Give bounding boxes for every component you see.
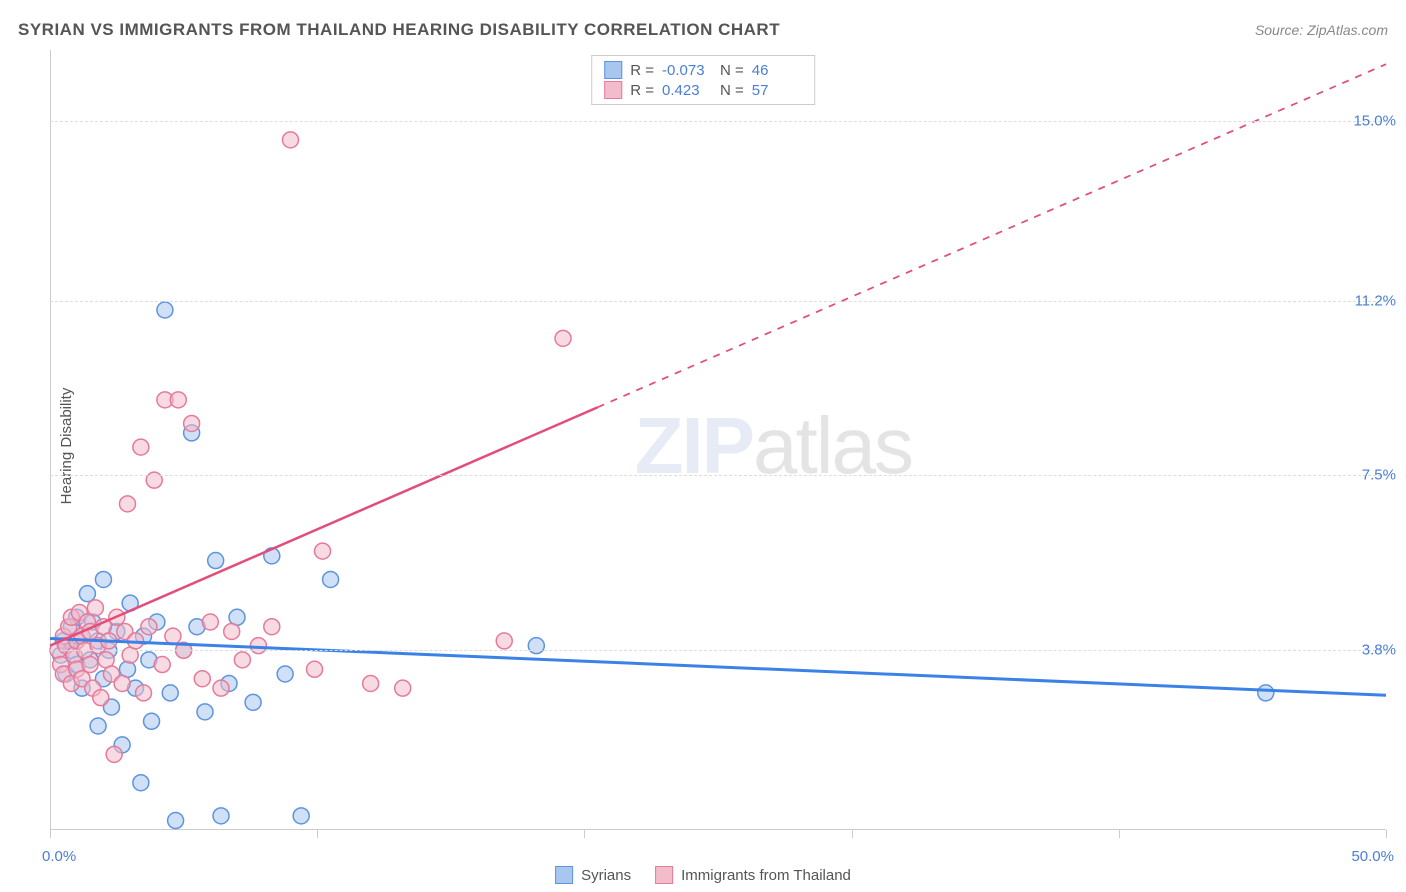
data-point bbox=[1258, 685, 1274, 701]
x-tick bbox=[584, 830, 585, 838]
data-point bbox=[293, 808, 309, 824]
data-point bbox=[555, 330, 571, 346]
data-point bbox=[194, 671, 210, 687]
data-point bbox=[141, 619, 157, 635]
data-point bbox=[133, 439, 149, 455]
data-point bbox=[363, 675, 379, 691]
gridline bbox=[50, 650, 1386, 651]
legend-swatch bbox=[604, 61, 622, 79]
legend-n-value: 46 bbox=[752, 62, 802, 79]
gridline bbox=[50, 475, 1386, 476]
data-point bbox=[208, 553, 224, 569]
trend-line-dashed bbox=[598, 64, 1386, 407]
data-point bbox=[93, 690, 109, 706]
y-tick-label: 11.2% bbox=[1355, 292, 1396, 309]
data-point bbox=[307, 661, 323, 677]
data-point bbox=[79, 586, 95, 602]
trend-line-solid bbox=[50, 407, 598, 645]
trend-line bbox=[50, 639, 1386, 696]
chart-title: SYRIAN VS IMMIGRANTS FROM THAILAND HEARI… bbox=[18, 20, 780, 40]
legend-swatch bbox=[604, 81, 622, 99]
data-point bbox=[315, 543, 331, 559]
correlation-legend: R = -0.073 N = 46 R = 0.423 N = 57 bbox=[591, 55, 815, 105]
y-tick-label: 7.5% bbox=[1362, 467, 1396, 484]
correlation-legend-row: R = -0.073 N = 46 bbox=[604, 60, 802, 80]
data-point bbox=[197, 704, 213, 720]
data-point bbox=[114, 675, 130, 691]
data-point bbox=[119, 496, 135, 512]
x-tick bbox=[1119, 830, 1120, 838]
y-tick-label: 15.0% bbox=[1353, 112, 1396, 129]
data-point bbox=[87, 600, 103, 616]
data-point bbox=[234, 652, 250, 668]
legend-r-label: R = bbox=[630, 82, 654, 99]
data-point bbox=[95, 571, 111, 587]
legend-swatch bbox=[655, 866, 673, 884]
series-legend-label: Immigrants from Thailand bbox=[681, 867, 851, 884]
legend-r-label: R = bbox=[630, 62, 654, 79]
data-point bbox=[82, 657, 98, 673]
data-point bbox=[170, 392, 186, 408]
chart-header: SYRIAN VS IMMIGRANTS FROM THAILAND HEARI… bbox=[18, 20, 1388, 40]
data-point bbox=[162, 685, 178, 701]
data-point bbox=[282, 132, 298, 148]
data-point bbox=[106, 746, 122, 762]
chart-source: Source: ZipAtlas.com bbox=[1255, 22, 1388, 38]
series-legend: Syrians Immigrants from Thailand bbox=[555, 866, 851, 884]
data-point bbox=[264, 619, 280, 635]
data-point bbox=[165, 628, 181, 644]
legend-n-label: N = bbox=[720, 82, 744, 99]
chart-svg bbox=[50, 50, 1386, 830]
data-point bbox=[154, 657, 170, 673]
data-point bbox=[213, 680, 229, 696]
x-tick bbox=[50, 830, 51, 838]
x-tick bbox=[1386, 830, 1387, 838]
correlation-legend-row: R = 0.423 N = 57 bbox=[604, 80, 802, 100]
data-point bbox=[133, 775, 149, 791]
x-tick bbox=[317, 830, 318, 838]
series-legend-label: Syrians bbox=[581, 867, 631, 884]
y-tick-label: 3.8% bbox=[1362, 642, 1396, 659]
legend-n-value: 57 bbox=[752, 82, 802, 99]
data-point bbox=[496, 633, 512, 649]
x-axis-max-label: 50.0% bbox=[1351, 848, 1394, 865]
data-point bbox=[90, 718, 106, 734]
gridline bbox=[50, 301, 1386, 302]
data-point bbox=[184, 415, 200, 431]
legend-r-value: -0.073 bbox=[662, 62, 712, 79]
data-point bbox=[202, 614, 218, 630]
legend-n-label: N = bbox=[720, 62, 744, 79]
legend-r-value: 0.423 bbox=[662, 82, 712, 99]
data-point bbox=[136, 685, 152, 701]
data-point bbox=[224, 623, 240, 639]
data-point bbox=[245, 694, 261, 710]
gridline bbox=[50, 121, 1386, 122]
series-legend-item: Immigrants from Thailand bbox=[655, 866, 851, 884]
data-point bbox=[395, 680, 411, 696]
data-point bbox=[323, 571, 339, 587]
data-point bbox=[277, 666, 293, 682]
x-tick bbox=[852, 830, 853, 838]
x-axis-min-label: 0.0% bbox=[42, 848, 76, 865]
series-legend-item: Syrians bbox=[555, 866, 631, 884]
data-point bbox=[213, 808, 229, 824]
data-point bbox=[168, 813, 184, 829]
data-point bbox=[157, 302, 173, 318]
legend-swatch bbox=[555, 866, 573, 884]
data-point bbox=[144, 713, 160, 729]
